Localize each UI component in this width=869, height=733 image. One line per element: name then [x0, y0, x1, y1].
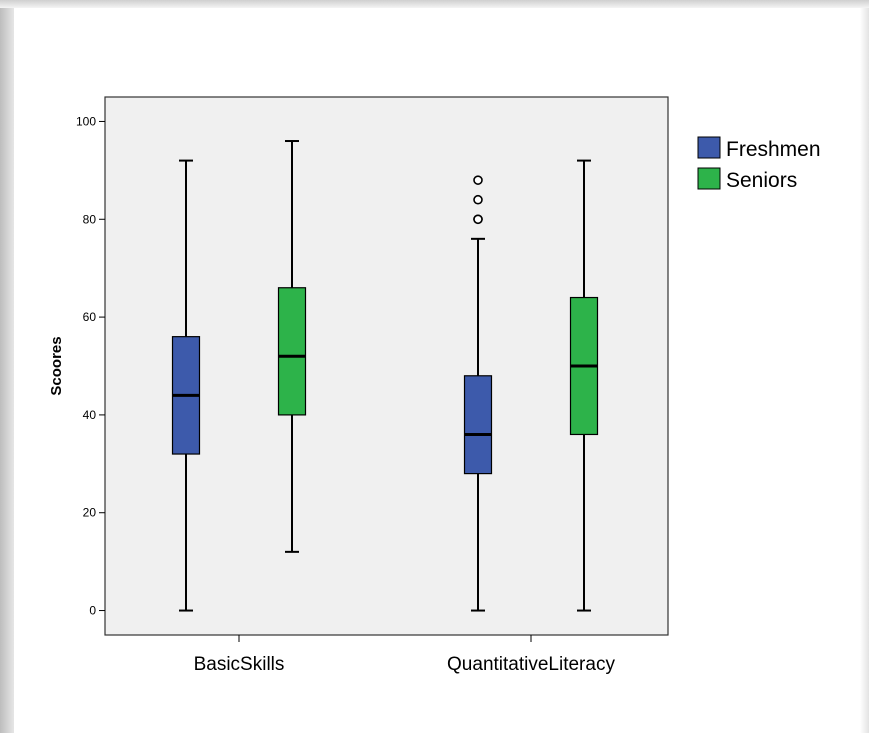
- y-axis: 0 20 40 60 80 100: [76, 114, 105, 618]
- legend-swatch-seniors: [697, 167, 721, 190]
- box-group: [171, 140, 599, 612]
- x-axis: BasicSkills QuantitativeLiteracy: [194, 635, 615, 675]
- category-label: BasicSkills: [194, 654, 285, 675]
- box-seniors-quantitativeliteracy: [569, 159, 599, 612]
- legend-label: Freshmen: [726, 138, 821, 161]
- outlier-point: [473, 194, 483, 205]
- box-freshmen-basicskills: [171, 159, 201, 612]
- y-tick-label: 40: [83, 408, 97, 422]
- y-tick-label: 80: [83, 212, 97, 226]
- y-tick-label: 0: [89, 604, 96, 618]
- outlier-point: [473, 214, 483, 225]
- category-label: QuantitativeLiteracy: [447, 654, 615, 675]
- legend-label: Seniors: [726, 169, 797, 192]
- y-tick-label: 20: [83, 506, 97, 520]
- legend: Freshmen Seniors: [697, 136, 821, 192]
- iqr-box: [463, 375, 493, 475]
- iqr-box: [277, 287, 307, 416]
- window-top-band: [0, 0, 869, 8]
- y-axis-title: Scoores: [48, 336, 65, 395]
- y-tick-label: 100: [76, 114, 96, 128]
- legend-swatch-freshmen: [697, 136, 721, 159]
- y-tick-label: 60: [83, 310, 97, 324]
- box-seniors-basicskills: [277, 140, 307, 553]
- outlier-point: [473, 175, 483, 185]
- box-freshmen-quantitativeliteracy: [463, 175, 493, 612]
